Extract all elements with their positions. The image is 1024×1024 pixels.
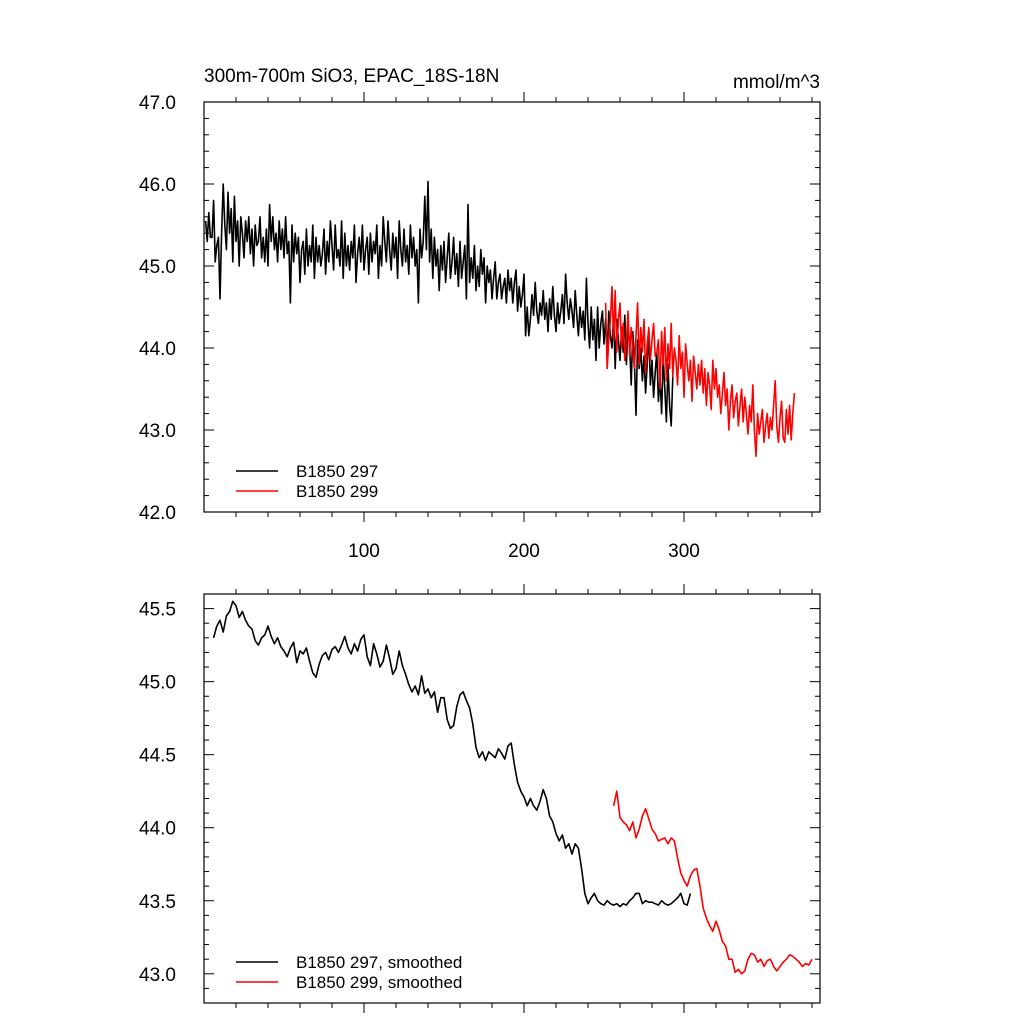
bottom-y-tick-label: 44.5 bbox=[139, 746, 176, 767]
top-series-b1850-299 bbox=[604, 285, 796, 458]
bottom-y-tick-label: 45.5 bbox=[139, 600, 176, 621]
bottom-series-group bbox=[212, 600, 813, 975]
top-x-tick-label: 200 bbox=[508, 541, 540, 562]
top-plot-frame bbox=[203, 101, 821, 513]
top-x-tick-label: 100 bbox=[348, 541, 380, 562]
top-series-group bbox=[204, 180, 796, 458]
bottom-series-b1850-297-smoothed bbox=[212, 600, 692, 908]
top-axis-ticks: 42.0 43.0 44.0 45.0 46.0 47.0 100 200 300 bbox=[139, 92, 820, 562]
legend-label-b1850-299: B1850 299 bbox=[296, 482, 378, 501]
top-x-tick-label: 300 bbox=[668, 541, 700, 562]
top-y-tick-label: 42.0 bbox=[139, 503, 176, 524]
top-y-tick-label: 43.0 bbox=[139, 421, 176, 442]
top-y-tick-label: 47.0 bbox=[139, 93, 176, 114]
units-label: mmol/m^3 bbox=[733, 72, 820, 93]
bottom-y-tick-label: 44.0 bbox=[139, 819, 176, 840]
bottom-y-tick-label: 43.0 bbox=[139, 965, 176, 986]
chart-title: 300m-700m SiO3, EPAC_18S-18N bbox=[204, 66, 499, 87]
legend-label-b1850-297-smoothed: B1850 297, smoothed bbox=[296, 953, 462, 972]
bottom-y-tick-label: 45.0 bbox=[139, 673, 176, 694]
top-y-tick-label: 46.0 bbox=[139, 175, 176, 196]
bottom-y-tick-label: 43.5 bbox=[139, 892, 176, 913]
top-series-b1850-297 bbox=[204, 180, 674, 427]
top-panel: 300m-700m SiO3, EPAC_18S-18N mmol/m^3 42… bbox=[139, 66, 821, 562]
bottom-series-b1850-299-smoothed bbox=[612, 790, 813, 975]
legend-label-b1850-299-smoothed: B1850 299, smoothed bbox=[296, 973, 462, 992]
bottom-axis-ticks: 43.0 43.5 44.0 44.5 45.0 45.5 bbox=[139, 584, 820, 1013]
bottom-panel: 43.0 43.5 44.0 44.5 45.0 45.5 B1850 297, smoo… bbox=[139, 584, 821, 1013]
top-y-tick-label: 44.0 bbox=[139, 339, 176, 360]
top-y-tick-label: 45.0 bbox=[139, 257, 176, 278]
bottom-plot-frame bbox=[203, 593, 821, 1004]
top-legend: B1850 297 B1850 299 bbox=[236, 462, 378, 501]
bottom-legend: B1850 297, smoothed B1850 299, smoothed bbox=[236, 953, 462, 992]
legend-label-b1850-297: B1850 297 bbox=[296, 462, 378, 481]
